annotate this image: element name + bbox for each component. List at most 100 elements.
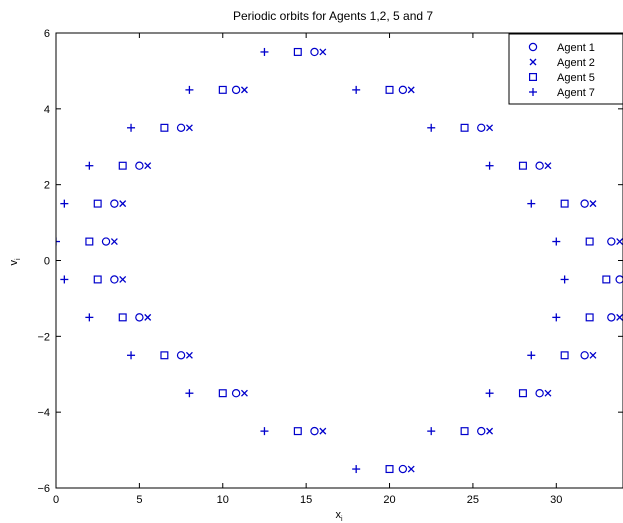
- data-point: [218, 389, 227, 398]
- data-point: [176, 351, 186, 360]
- x-tick-label: 5: [136, 494, 142, 506]
- data-point: [85, 237, 94, 246]
- legend-marker: [529, 58, 537, 66]
- y-tick-label: −4: [37, 407, 50, 419]
- data-point: [407, 86, 415, 94]
- data-point: [460, 427, 469, 436]
- data-point: [118, 161, 127, 170]
- data-point: [310, 426, 319, 436]
- series-agent-2: [110, 48, 623, 473]
- data-point: [477, 123, 486, 132]
- data-point: [427, 123, 436, 132]
- data-point: [110, 199, 119, 208]
- data-point: [85, 313, 94, 322]
- data-point: [518, 161, 527, 170]
- x-axis-label-subscript: i: [341, 516, 343, 523]
- data-point: [185, 351, 193, 359]
- data-point: [85, 161, 94, 170]
- x-tick-label: 15: [300, 494, 312, 506]
- y-tick-label: −6: [37, 483, 50, 495]
- data-point: [127, 351, 136, 360]
- y-tick-label: 0: [44, 256, 50, 268]
- x-axis-label: xi: [335, 509, 343, 523]
- legend-entry: Agent 2: [529, 57, 595, 69]
- data-point: [56, 237, 60, 246]
- axes-box: [55, 32, 623, 489]
- data-point: [427, 427, 436, 436]
- x-tick-label: 30: [550, 494, 562, 506]
- data-point: [535, 161, 544, 170]
- data-point: [293, 47, 302, 56]
- data-point: [60, 199, 69, 208]
- x-axis-label-main: x: [335, 509, 341, 521]
- data-point: [127, 123, 136, 132]
- legend-marker: [528, 42, 538, 52]
- data-point: [144, 313, 152, 321]
- data-point: [407, 465, 415, 473]
- data-point: [552, 313, 561, 322]
- data-point: [352, 85, 361, 94]
- data-point: [185, 85, 194, 94]
- data-point: [616, 238, 623, 246]
- legend-box: [508, 33, 623, 105]
- data-point: [118, 313, 127, 322]
- legend-marker: [528, 72, 537, 81]
- data-point: [240, 389, 248, 397]
- data-point: [615, 275, 623, 284]
- legend: Agent 1 Agent 2 Agent 5 Agent 7: [508, 33, 623, 105]
- data-point: [218, 85, 227, 94]
- data-point: [527, 199, 536, 208]
- data-point: [552, 237, 561, 246]
- data-point: [580, 199, 589, 208]
- y-tick-label: 2: [44, 180, 50, 192]
- data-point: [293, 427, 302, 436]
- data-point: [560, 351, 569, 360]
- data-point: [185, 124, 193, 132]
- data-point: [160, 351, 169, 360]
- data-point: [352, 465, 361, 474]
- data-point: [398, 85, 408, 95]
- y-tick-label: −2: [37, 331, 50, 343]
- data-point: [385, 465, 394, 474]
- data-point: [485, 161, 494, 170]
- series-agent-1: [101, 47, 623, 474]
- y-axis-label-subscript: i: [15, 258, 22, 260]
- data-point: [260, 47, 269, 56]
- data-point: [527, 351, 536, 360]
- data-point: [93, 199, 102, 208]
- legend-entry: Agent 7: [529, 87, 595, 99]
- data-point: [260, 427, 269, 436]
- data-point: [560, 199, 569, 208]
- data-point: [580, 351, 589, 360]
- legend-entry: Agent 5: [528, 72, 595, 84]
- data-point: [544, 162, 552, 170]
- data-point: [486, 427, 494, 435]
- data-point: [119, 275, 127, 283]
- data-point: [607, 313, 616, 322]
- data-point: [607, 237, 616, 246]
- axis-ticks: 0 5 10 15 20 25 30 −6 −4 −2 0 2 4 6: [37, 28, 623, 506]
- data-point: [560, 275, 569, 284]
- data-point: [602, 275, 611, 284]
- data-point: [135, 161, 144, 170]
- data-point: [119, 200, 127, 208]
- x-tick-label: 10: [217, 494, 229, 506]
- data-point: [144, 162, 152, 170]
- data-point: [160, 123, 169, 132]
- data-point: [616, 313, 623, 321]
- data-point: [185, 389, 194, 398]
- data-point: [518, 389, 527, 398]
- series-agent-5: [85, 47, 611, 474]
- data-point: [110, 238, 118, 246]
- legend-label: Agent 7: [557, 87, 595, 99]
- data-point: [319, 48, 327, 56]
- data-point: [589, 351, 597, 359]
- x-tick-label: 25: [467, 494, 479, 506]
- data-point: [110, 275, 119, 284]
- data-point: [585, 237, 594, 246]
- data-point: [385, 85, 394, 94]
- legend-entry: Agent 1: [528, 42, 595, 54]
- y-axis-label: vi: [8, 258, 22, 266]
- data-point: [544, 389, 552, 397]
